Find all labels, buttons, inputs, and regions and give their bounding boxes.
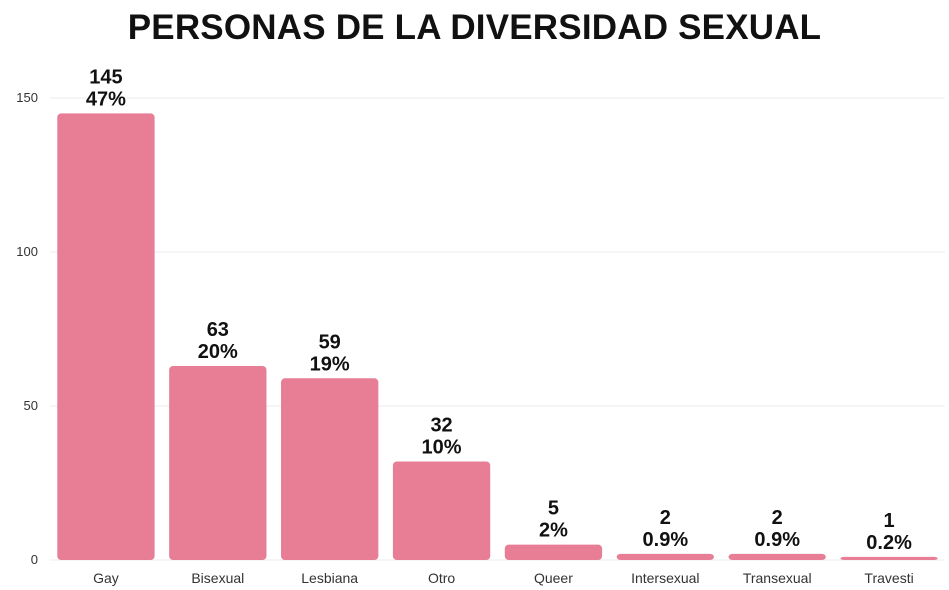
percent-label: 47%	[86, 88, 126, 110]
y-tick-label: 50	[24, 398, 38, 413]
percent-label: 20%	[198, 341, 238, 363]
percent-label: 19%	[310, 353, 350, 375]
value-label: 63	[207, 319, 229, 341]
percent-label: 0.2%	[866, 532, 912, 554]
bar	[616, 553, 714, 560]
percent-label: 2%	[539, 520, 568, 542]
y-tick-label: 0	[31, 552, 38, 567]
bar	[840, 556, 938, 560]
value-label: 5	[548, 498, 559, 520]
x-tick-label: Lesbiana	[301, 570, 358, 586]
x-tick-label: Travesti	[864, 570, 913, 586]
x-axis-ticks: Gay Bisexual Lesbiana Otro Queer Intersexual T…	[93, 570, 914, 586]
bar	[281, 378, 379, 560]
y-tick-label: 150	[16, 90, 38, 105]
percent-label: 0.9%	[643, 529, 689, 551]
bar	[728, 553, 826, 560]
value-label: 59	[319, 331, 341, 353]
value-label: 2	[660, 507, 671, 529]
chart-title: PERSONAS DE LA DIVERSIDAD SEXUAL	[127, 8, 822, 47]
value-label: 32	[430, 414, 452, 436]
value-label: 2	[772, 507, 783, 529]
bar	[57, 113, 155, 561]
percent-label: 10%	[422, 436, 462, 458]
percent-label: 0.9%	[754, 529, 800, 551]
y-tick-label: 100	[16, 244, 38, 259]
bar	[504, 544, 603, 560]
y-axis-ticks: 0 50 100 150	[16, 90, 38, 567]
value-label: 1	[884, 510, 895, 532]
bar	[169, 365, 267, 560]
x-tick-label: Queer	[534, 570, 573, 586]
x-tick-label: Gay	[93, 570, 119, 586]
x-tick-label: Transexual	[743, 570, 812, 586]
value-label: 145	[89, 66, 122, 88]
x-tick-label: Bisexual	[191, 570, 244, 586]
bar	[392, 461, 491, 560]
bars	[57, 113, 938, 561]
x-tick-label: Intersexual	[631, 570, 699, 586]
x-tick-label: Otro	[428, 570, 455, 586]
